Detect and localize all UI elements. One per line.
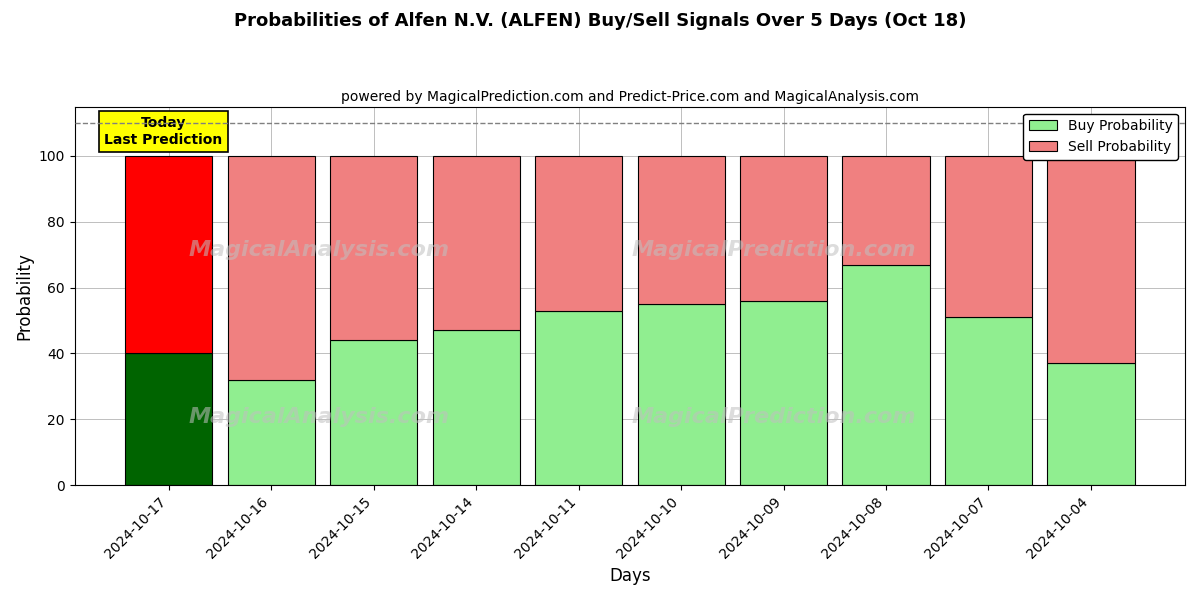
- Bar: [1048, 364, 1134, 485]
- Title: powered by MagicalPrediction.com and Predict-Price.com and MagicalAnalysis.com: powered by MagicalPrediction.com and Pre…: [341, 90, 919, 104]
- Bar: [740, 301, 827, 485]
- Bar: [944, 317, 1032, 485]
- Bar: [740, 156, 827, 301]
- Bar: [842, 156, 930, 265]
- Bar: [432, 331, 520, 485]
- Bar: [125, 156, 212, 353]
- Bar: [330, 156, 418, 340]
- Y-axis label: Probability: Probability: [16, 252, 34, 340]
- Bar: [125, 353, 212, 485]
- X-axis label: Days: Days: [610, 567, 650, 585]
- Bar: [432, 156, 520, 331]
- Text: MagicalPrediction.com: MagicalPrediction.com: [632, 407, 917, 427]
- Bar: [842, 265, 930, 485]
- Text: MagicalAnalysis.com: MagicalAnalysis.com: [188, 241, 450, 260]
- Bar: [637, 156, 725, 304]
- Bar: [228, 156, 314, 380]
- Bar: [535, 311, 622, 485]
- Text: Probabilities of Alfen N.V. (ALFEN) Buy/Sell Signals Over 5 Days (Oct 18): Probabilities of Alfen N.V. (ALFEN) Buy/…: [234, 12, 966, 30]
- Bar: [228, 380, 314, 485]
- Text: MagicalPrediction.com: MagicalPrediction.com: [632, 241, 917, 260]
- Bar: [1048, 156, 1134, 364]
- Bar: [535, 156, 622, 311]
- Bar: [637, 304, 725, 485]
- Bar: [944, 156, 1032, 317]
- Bar: [330, 340, 418, 485]
- Text: MagicalAnalysis.com: MagicalAnalysis.com: [188, 407, 450, 427]
- Text: Today
Last Prediction: Today Last Prediction: [104, 116, 223, 146]
- Legend: Buy Probability, Sell Probability: Buy Probability, Sell Probability: [1024, 113, 1178, 160]
